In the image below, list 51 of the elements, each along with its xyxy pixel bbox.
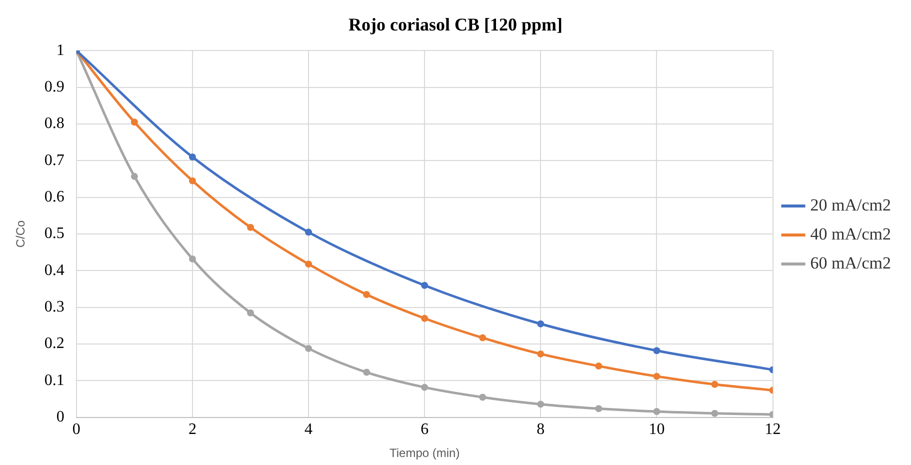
point [188,153,196,160]
x-tick-label: 8 [536,421,545,438]
chart-title: Rojo coriasol CB [120 ppm] [348,14,562,34]
y-tick-label: 0.3 [44,298,64,316]
point [537,400,544,408]
point [595,405,602,412]
point [188,177,196,184]
legend-label: 60 mA/cm2 [810,253,892,272]
x-tick-label: 4 [304,421,313,438]
y-tick-label: 0.1 [44,372,64,389]
y-tick-label: 0.5 [44,225,64,242]
point [537,320,544,328]
point [246,309,254,316]
point [305,260,312,268]
y-tick-label: 1 [56,42,64,59]
legend-label: 20 mA/cm2 [810,195,892,214]
x-axis-title: Tiempo (min) [389,446,460,460]
y-tick-label: 0 [56,408,64,426]
point [479,334,486,342]
y-tick-label: 0.9 [44,78,64,96]
y-tick-label: 0.4 [44,262,64,279]
point [711,410,718,417]
point [479,394,486,401]
point [130,118,138,126]
point [421,314,428,322]
x-tick-label: 6 [420,421,429,438]
point [363,291,370,298]
x-tick-label: 0 [72,421,80,438]
y-tick-label: 0.6 [44,188,64,206]
point [305,228,312,236]
x-tick-label: 12 [764,421,781,438]
point [421,384,428,391]
point [421,282,428,289]
point [246,224,254,231]
point [711,380,718,388]
y-tick-label: 0.7 [44,152,64,169]
point [305,344,312,352]
point [537,350,544,358]
point [653,372,660,380]
point [130,172,138,180]
y-tick-label: 0.2 [44,335,64,352]
point [595,362,602,370]
point [188,255,196,262]
y-axis-title: C/Co [14,220,28,248]
point [363,368,370,376]
x-tick-label: 10 [648,421,665,438]
point [653,408,660,416]
point [653,347,660,354]
x-tick-label: 2 [188,421,196,438]
y-tick-label: 0.8 [44,115,64,132]
legend-label: 40 mA/cm2 [810,224,892,244]
